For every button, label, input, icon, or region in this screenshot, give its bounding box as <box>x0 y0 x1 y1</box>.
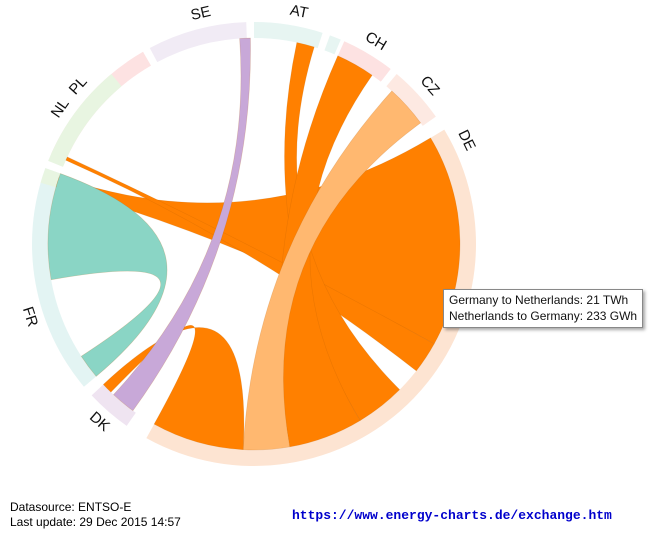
segment-arc-nl-extra[interactable] <box>48 73 122 167</box>
flow-ribbon-de-dk[interactable] <box>102 325 245 451</box>
footer-info: Datasource: ENTSO-E Last update: 29 Dec … <box>10 500 181 530</box>
flow-ribbon-fr-fr[interactable] <box>47 173 168 377</box>
datasource-text: Datasource: ENTSO-E <box>10 500 132 514</box>
segment-arc-fr[interactable] <box>31 168 97 387</box>
segment-arc-se[interactable] <box>149 22 247 63</box>
segment-arc-nl[interactable] <box>40 168 61 188</box>
segment-arc-dk[interactable] <box>91 384 136 426</box>
segment-arc-at[interactable] <box>254 22 323 49</box>
segment-label-cz: CZ <box>417 73 443 99</box>
segment-arc-ch[interactable] <box>337 41 391 82</box>
segment-label-ch: CH <box>362 28 389 54</box>
last-update-text: Last update: 29 Dec 2015 14:57 <box>10 515 181 529</box>
flow-ribbon-de-cz[interactable] <box>242 90 422 451</box>
flow-ribbons <box>47 37 461 451</box>
flow-ribbon-dk-se[interactable] <box>113 37 251 412</box>
segment-label-nl: NL <box>48 96 73 121</box>
segment-label-dk: DK <box>86 408 113 435</box>
segment-label-at: AT <box>289 2 310 22</box>
tooltip-line-1: Germany to Netherlands: 21 TWh <box>449 293 629 307</box>
segment-label-de: DE <box>454 127 478 153</box>
segment-arc-cz[interactable] <box>386 73 436 126</box>
segment-label-se: SE <box>189 3 212 24</box>
tooltip: Germany to Netherlands: 21 TWh Netherlan… <box>443 289 644 328</box>
segment-arc-at-extra[interactable] <box>324 35 341 55</box>
flow-ribbon-de-ch[interactable] <box>278 55 373 448</box>
source-link[interactable]: https://www.energy-charts.de/exchange.ht… <box>292 508 612 523</box>
segment-rings <box>31 22 477 467</box>
segment-label-fr: FR <box>19 305 41 329</box>
tooltip-line-2: Netherlands to Germany: 233 GWh <box>449 309 638 323</box>
segment-label-pl: PL <box>66 73 91 98</box>
